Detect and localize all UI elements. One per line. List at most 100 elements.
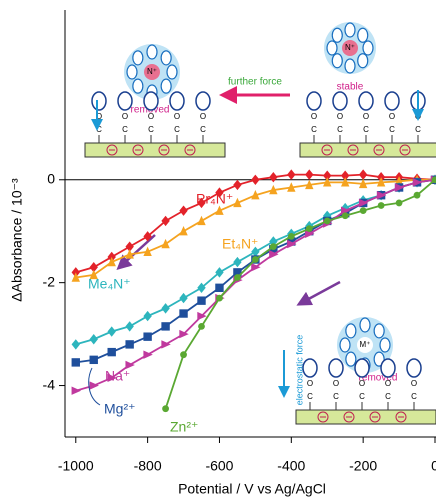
marker: [305, 169, 313, 179]
atom-label: O: [148, 112, 154, 121]
marker: [324, 218, 331, 225]
dipole: [307, 92, 321, 110]
marker: [359, 169, 367, 179]
solvent: [358, 54, 368, 68]
atom-label: O: [359, 379, 365, 388]
atom-label: O: [200, 112, 206, 121]
marker: [233, 180, 241, 190]
solvent: [380, 338, 390, 352]
marker: [125, 321, 133, 331]
dipole: [196, 92, 210, 110]
dipole: [333, 92, 347, 110]
solvent: [133, 51, 143, 65]
atom-label: C: [174, 125, 180, 134]
x-tick-label: -400: [277, 458, 305, 474]
dipole: [118, 92, 132, 110]
atom-label: O: [389, 112, 395, 121]
chart: Potential / V vs Ag/AgCl ΔAbsorbance / 1…: [0, 0, 436, 501]
solvent: [332, 54, 342, 68]
dipole: [407, 359, 421, 377]
solvent: [346, 324, 356, 338]
marker: [125, 340, 133, 348]
series-label: Mg²⁺: [104, 401, 136, 417]
annotation: further force: [228, 77, 282, 88]
dipole: [170, 92, 184, 110]
marker: [90, 334, 98, 344]
atom-label: O: [122, 112, 128, 121]
marker: [198, 323, 205, 330]
atom-label: O: [307, 379, 313, 388]
marker: [197, 216, 205, 225]
atom-label: C: [333, 392, 339, 401]
marker: [179, 309, 187, 317]
marker: [161, 239, 169, 248]
electrode: [296, 410, 436, 424]
marker: [162, 405, 169, 412]
x-tick-label: -200: [349, 458, 377, 474]
marker: [143, 311, 151, 321]
electrode: [300, 143, 436, 157]
marker: [233, 257, 241, 267]
marker: [287, 169, 295, 179]
marker: [270, 243, 277, 250]
atom-label: O: [311, 112, 317, 121]
solvent: [340, 338, 350, 352]
solvent: [161, 51, 171, 65]
ion-label: N⁺: [345, 43, 355, 52]
dipole: [144, 92, 158, 110]
marker: [414, 192, 421, 199]
solvent: [127, 65, 137, 79]
solvent: [332, 28, 342, 42]
ion-label: M⁺: [360, 340, 371, 349]
marker: [342, 212, 349, 219]
solvent: [360, 318, 370, 332]
atom-label: C: [363, 125, 369, 134]
atom-label: C: [311, 125, 317, 134]
series-label: Zn²⁺: [170, 419, 198, 435]
annotation: stable: [337, 82, 364, 93]
marker: [179, 205, 187, 215]
atom-label: O: [337, 112, 343, 121]
marker: [288, 233, 295, 240]
series-label: Et₄N⁺: [222, 236, 258, 252]
solvent: [161, 79, 171, 93]
solvent: [346, 352, 356, 366]
marker: [269, 172, 277, 182]
marker: [72, 358, 80, 366]
marker: [179, 226, 187, 235]
solvent: [147, 45, 157, 59]
x-tick-label: -1000: [58, 458, 94, 474]
dipole: [359, 92, 373, 110]
marker: [180, 351, 187, 358]
atom-label: C: [385, 392, 391, 401]
ion-label: N⁺: [147, 67, 157, 76]
atom-label: O: [411, 379, 417, 388]
solvent: [167, 65, 177, 79]
atom-label: C: [415, 125, 421, 134]
electrode: [85, 143, 225, 157]
series-label: Pr₄N⁺: [196, 191, 233, 207]
solvent: [133, 79, 143, 93]
marker: [197, 296, 205, 304]
marker: [161, 303, 169, 313]
atom-label: C: [122, 125, 128, 134]
marker: [252, 256, 259, 263]
solvent: [374, 324, 384, 338]
atom-label: C: [337, 125, 343, 134]
marker: [360, 207, 367, 214]
marker: [378, 202, 385, 209]
marker: [90, 381, 99, 389]
solvent: [345, 23, 355, 37]
atom-label: O: [385, 379, 391, 388]
marker: [72, 339, 80, 349]
atom-label: C: [200, 125, 206, 134]
marker: [161, 322, 169, 330]
marker: [90, 356, 98, 364]
marker: [107, 326, 115, 336]
marker: [143, 332, 151, 340]
dipole: [329, 359, 343, 377]
x-tick-label: -800: [134, 458, 162, 474]
marker: [306, 225, 313, 232]
solvent: [345, 59, 355, 73]
solvent: [327, 41, 337, 55]
